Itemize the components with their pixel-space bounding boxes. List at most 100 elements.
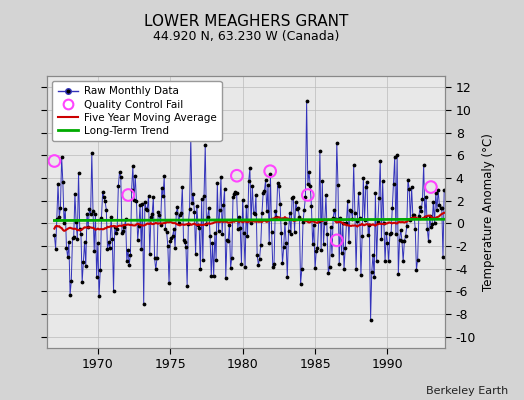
Point bbox=[73, 235, 82, 242]
Point bbox=[438, 205, 446, 211]
Point bbox=[440, 187, 449, 194]
Point bbox=[312, 248, 321, 254]
Point bbox=[212, 256, 220, 263]
Point bbox=[310, 222, 318, 228]
Point bbox=[223, 237, 231, 243]
Point bbox=[118, 230, 126, 236]
Point bbox=[242, 203, 250, 210]
Point bbox=[369, 252, 377, 258]
Point bbox=[146, 250, 154, 257]
Point bbox=[166, 237, 174, 244]
Point bbox=[289, 194, 298, 200]
Legend: Raw Monthly Data, Quality Control Fail, Five Year Moving Average, Long-Term Tren: Raw Monthly Data, Quality Control Fail, … bbox=[52, 81, 222, 141]
Point bbox=[183, 283, 191, 289]
Point bbox=[189, 191, 198, 197]
Point bbox=[222, 274, 230, 281]
Point bbox=[406, 217, 414, 223]
Point bbox=[418, 196, 427, 202]
Point bbox=[257, 241, 265, 248]
Point bbox=[101, 198, 110, 205]
Point bbox=[354, 190, 363, 196]
Point bbox=[414, 213, 423, 220]
Point bbox=[368, 268, 376, 275]
Point bbox=[102, 206, 111, 213]
Point bbox=[209, 240, 217, 246]
Point bbox=[59, 178, 67, 185]
Point bbox=[346, 207, 354, 214]
Point bbox=[362, 184, 370, 190]
Point bbox=[314, 218, 323, 224]
Point bbox=[155, 212, 163, 218]
Point bbox=[162, 229, 171, 235]
Point bbox=[58, 154, 66, 160]
Point bbox=[282, 240, 290, 246]
Point bbox=[160, 173, 168, 180]
Point bbox=[142, 205, 150, 212]
Point bbox=[196, 266, 204, 272]
Point bbox=[172, 210, 180, 216]
Point bbox=[193, 203, 201, 209]
Point bbox=[138, 201, 147, 207]
Point bbox=[337, 250, 346, 256]
Point bbox=[70, 234, 78, 240]
Point bbox=[203, 213, 212, 220]
Point bbox=[290, 228, 299, 235]
Point bbox=[348, 216, 357, 222]
Point bbox=[153, 255, 161, 261]
Point bbox=[306, 183, 314, 189]
Point bbox=[432, 190, 440, 196]
Point bbox=[417, 208, 425, 215]
Point bbox=[351, 210, 359, 216]
Point bbox=[411, 225, 419, 232]
Point bbox=[412, 267, 421, 273]
Point bbox=[404, 176, 412, 183]
Point bbox=[62, 245, 71, 251]
Point bbox=[342, 220, 351, 226]
Point bbox=[420, 162, 428, 168]
Point bbox=[303, 192, 312, 198]
Point bbox=[195, 224, 203, 231]
Point bbox=[233, 190, 241, 196]
Point bbox=[388, 205, 397, 211]
Point bbox=[182, 244, 190, 250]
Point bbox=[225, 221, 234, 228]
Point bbox=[371, 190, 379, 196]
Point bbox=[110, 288, 118, 294]
Point bbox=[269, 264, 277, 270]
Point bbox=[184, 221, 192, 227]
Point bbox=[122, 216, 130, 223]
Point bbox=[199, 257, 207, 263]
Point bbox=[124, 192, 133, 198]
Point bbox=[266, 168, 275, 174]
Point bbox=[51, 245, 60, 252]
Point bbox=[434, 187, 442, 193]
Point bbox=[413, 256, 422, 263]
Point bbox=[167, 235, 176, 241]
Point bbox=[409, 212, 417, 218]
Point bbox=[114, 182, 123, 189]
Point bbox=[336, 215, 345, 222]
Point bbox=[343, 198, 352, 204]
Point bbox=[83, 210, 91, 217]
Point bbox=[299, 219, 307, 226]
Point bbox=[329, 214, 337, 221]
Point bbox=[293, 206, 301, 212]
Point bbox=[248, 182, 257, 189]
Point bbox=[104, 239, 113, 245]
Point bbox=[425, 213, 434, 220]
Point bbox=[321, 220, 329, 226]
Point bbox=[233, 172, 241, 179]
Point bbox=[82, 263, 90, 269]
Point bbox=[385, 257, 393, 264]
Point bbox=[123, 258, 131, 264]
Point bbox=[127, 186, 136, 193]
Point bbox=[79, 259, 88, 266]
Point bbox=[315, 147, 324, 154]
Point bbox=[378, 177, 387, 184]
Point bbox=[111, 224, 119, 230]
Point bbox=[365, 222, 374, 228]
Point bbox=[119, 228, 127, 234]
Point bbox=[287, 231, 295, 237]
Point bbox=[103, 246, 112, 253]
Point bbox=[136, 202, 144, 208]
